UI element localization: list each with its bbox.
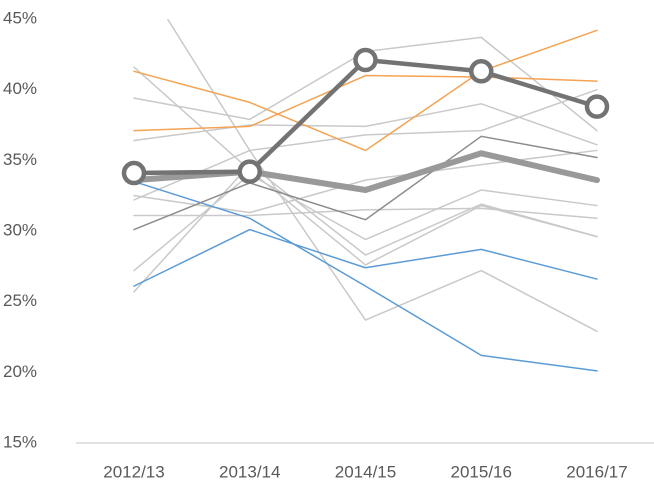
series-marker — [469, 59, 494, 84]
y-tick-label: 45% — [3, 8, 37, 27]
x-tick-label: 2014/15 — [335, 462, 396, 481]
y-tick-label: 40% — [3, 79, 37, 98]
series-marker — [237, 159, 262, 184]
series-line — [166, 19, 598, 333]
y-tick-label: 25% — [3, 291, 37, 310]
series-line — [133, 180, 598, 372]
series-line — [133, 163, 598, 293]
series-line — [133, 88, 598, 201]
series-line — [133, 103, 598, 146]
y-tick-label: 15% — [3, 432, 37, 451]
series-marker — [353, 47, 378, 73]
x-tick-label: 2013/14 — [219, 462, 280, 481]
x-tick-label: 2016/17 — [566, 462, 627, 481]
series-line — [133, 207, 598, 220]
series-marker — [121, 160, 147, 186]
series-marker — [584, 94, 610, 119]
y-tick-label: 30% — [3, 220, 37, 239]
series-line — [131, 150, 600, 194]
series-line — [133, 74, 598, 132]
x-tick-label: 2012/13 — [103, 462, 164, 481]
series-line — [133, 135, 598, 231]
y-tick-label: 20% — [3, 362, 37, 381]
x-tick-label: 2015/16 — [451, 462, 512, 481]
series-line — [133, 66, 598, 266]
y-tick-label: 35% — [3, 150, 37, 169]
series-line — [133, 228, 598, 287]
series-line — [133, 29, 598, 152]
plot-area — [121, 19, 610, 372]
